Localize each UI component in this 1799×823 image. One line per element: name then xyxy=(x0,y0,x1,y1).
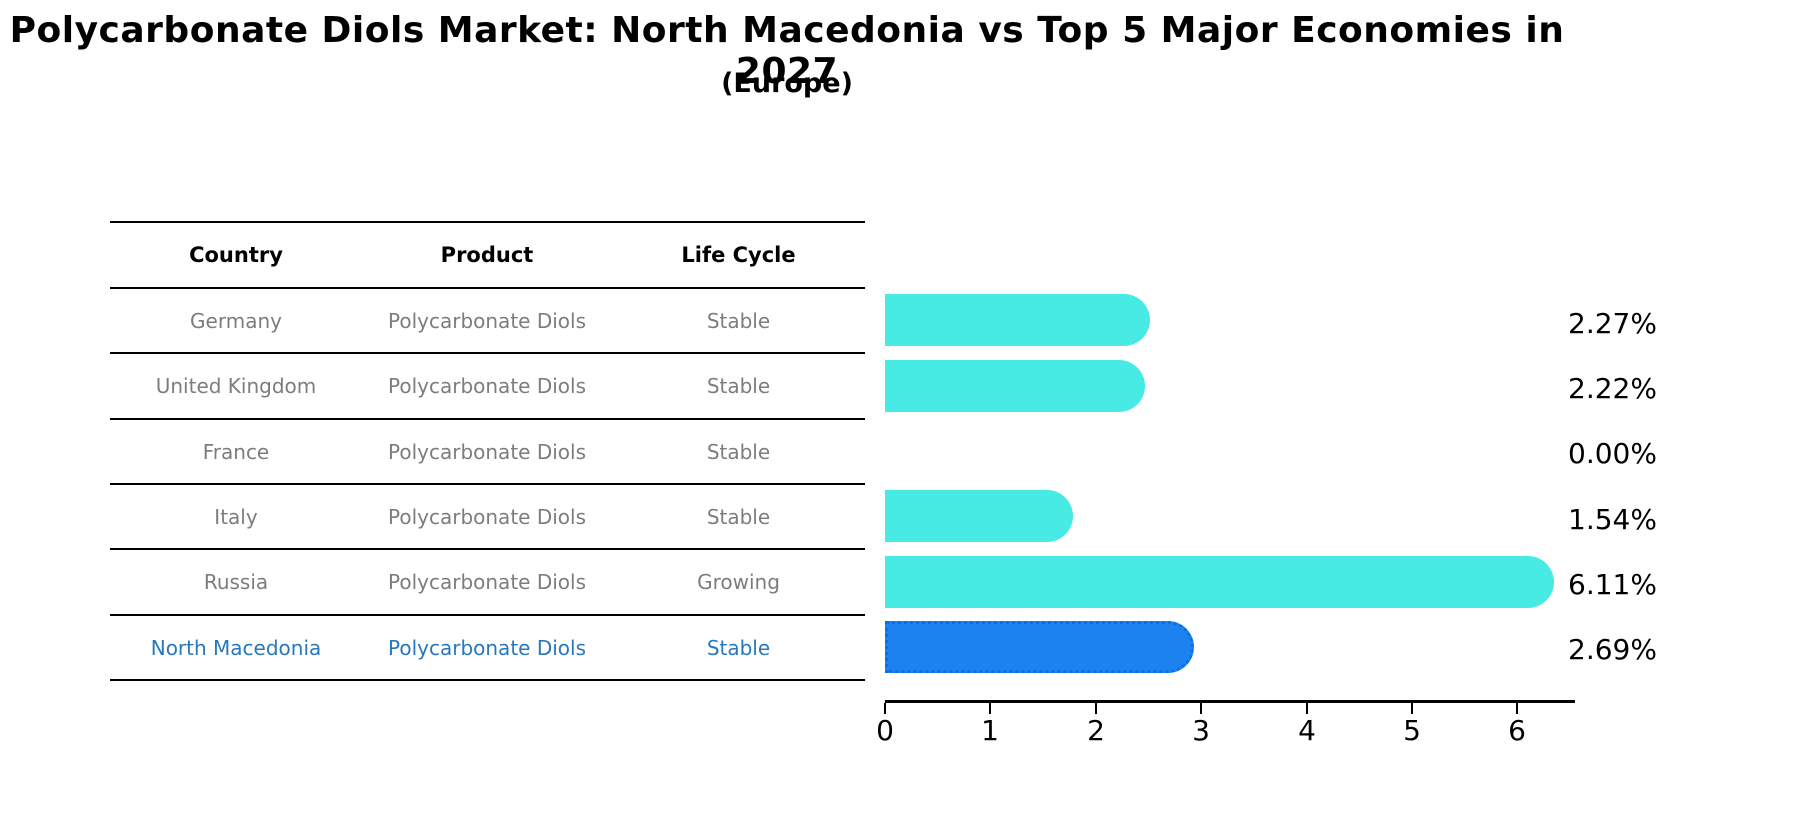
cell-life-cycle: Growing xyxy=(697,570,780,594)
table-row-north-macedonia: North Macedonia Polycarbonate Diols Stab… xyxy=(110,616,865,679)
table-header-separator xyxy=(110,287,865,289)
table-header-row: Country Product Life Cycle xyxy=(110,223,865,287)
cell-product: Polycarbonate Diols xyxy=(388,570,586,594)
cell-country: Germany xyxy=(190,308,282,333)
value-label-germany: 2.27% xyxy=(1568,307,1657,340)
x-tick-label: 1 xyxy=(981,714,999,747)
cell-product: Polycarbonate Diols xyxy=(388,635,586,660)
row-separator xyxy=(110,418,865,420)
cell-country: France xyxy=(202,439,270,464)
table-row-russia: Russia Polycarbonate Diols Growing xyxy=(110,550,865,614)
x-tick xyxy=(1516,703,1518,714)
table-border-bottom xyxy=(110,679,865,681)
column-header-country: Country xyxy=(189,243,283,267)
value-label-north-macedonia: 2.69% xyxy=(1568,633,1657,666)
x-tick xyxy=(1095,703,1097,714)
x-tick xyxy=(884,703,886,714)
cell-country: United Kingdom xyxy=(155,374,317,398)
x-tick xyxy=(1411,703,1413,714)
cell-product: Polycarbonate Diols xyxy=(388,504,586,529)
bar-italy xyxy=(885,490,1074,542)
value-label-italy: 1.54% xyxy=(1568,503,1657,536)
table-border-top xyxy=(110,221,865,223)
x-tick-label: 3 xyxy=(1192,714,1210,747)
row-separator xyxy=(110,614,865,616)
table-row-france: France Polycarbonate Diols Stable xyxy=(110,420,865,483)
x-tick xyxy=(989,703,991,714)
cell-life-cycle: Stable xyxy=(706,635,771,660)
row-separator xyxy=(110,483,865,485)
bar-russia xyxy=(885,556,1555,608)
x-tick-label: 5 xyxy=(1403,714,1421,747)
value-label-france: 0.00% xyxy=(1568,437,1657,470)
x-tick-label: 2 xyxy=(1087,714,1105,747)
value-label-russia: 6.11% xyxy=(1568,568,1657,601)
x-tick xyxy=(1200,703,1202,714)
x-tick-label: 6 xyxy=(1508,714,1526,747)
cell-life-cycle: Stable xyxy=(706,308,771,333)
x-tick-label: 0 xyxy=(876,714,894,747)
x-axis-line xyxy=(885,700,1575,703)
cell-life-cycle: Stable xyxy=(706,374,771,398)
bar-north-macedonia xyxy=(885,621,1195,673)
table-row-united-kingdom: United Kingdom Polycarbonate Diols Stabl… xyxy=(110,354,865,418)
row-separator xyxy=(110,352,865,354)
column-header-product: Product xyxy=(440,243,534,267)
value-label-united-kingdom: 2.22% xyxy=(1568,372,1657,405)
bar-united-kingdom xyxy=(885,360,1145,412)
x-tick xyxy=(1306,703,1308,714)
row-separator xyxy=(110,548,865,550)
bar-germany xyxy=(885,294,1151,346)
cell-product: Polycarbonate Diols xyxy=(388,374,586,398)
cell-product: Polycarbonate Diols xyxy=(388,308,586,333)
cell-country: Russia xyxy=(203,570,269,594)
cell-country: North Macedonia xyxy=(150,635,322,660)
table-row-italy: Italy Polycarbonate Diols Stable xyxy=(110,485,865,548)
cell-life-cycle: Stable xyxy=(706,439,771,464)
x-tick-label: 4 xyxy=(1298,714,1316,747)
cell-country: Italy xyxy=(214,504,258,529)
cell-life-cycle: Stable xyxy=(706,504,771,529)
cell-product: Polycarbonate Diols xyxy=(388,439,586,464)
table-row-germany: Germany Polycarbonate Diols Stable xyxy=(110,289,865,352)
column-header-life-cycle: Life Cycle xyxy=(681,243,796,267)
chart-subtitle: (Europe) xyxy=(721,68,853,99)
chart-title: Polycarbonate Diols Market: North Macedo… xyxy=(9,10,1565,92)
